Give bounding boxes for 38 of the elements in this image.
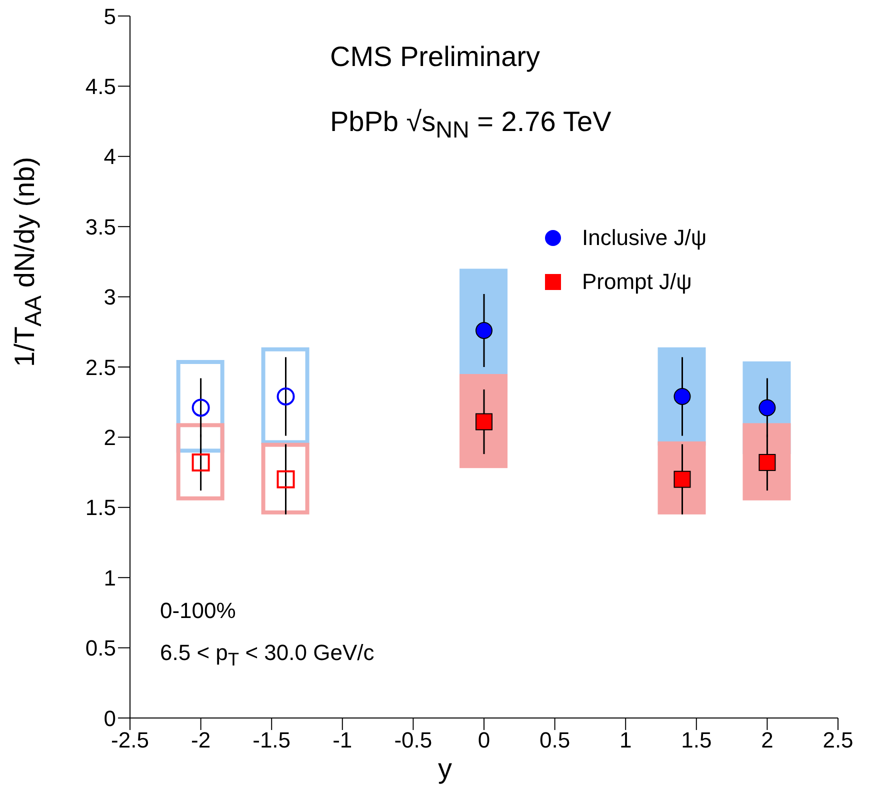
annotation: PbPb √s$_{NN}$ = 2.76 TeV: [330, 106, 612, 144]
point: [192, 398, 210, 417]
legend-label: Inclusive J/ψ: [582, 225, 707, 251]
y-tick-label: 2.5: [85, 354, 116, 380]
x-tick-label: 1.5: [681, 728, 712, 753]
annotation: 6.5 < p$_{T}$ < 30.0 GeV/c: [160, 640, 374, 670]
bar: [742, 423, 791, 500]
x-tick-label: -0.5: [394, 728, 432, 753]
point: [674, 388, 691, 405]
y-tick-label: 1.5: [85, 495, 116, 520]
point: [476, 322, 492, 339]
point: [192, 453, 210, 472]
x-tick-label: -1.5: [252, 728, 291, 753]
point: [758, 399, 776, 416]
y-tick-label: 2: [104, 425, 116, 450]
point: [674, 470, 691, 488]
x-tick-label: 2.5: [822, 728, 854, 753]
y-tick-label: 5: [104, 4, 116, 29]
annotation: CMS Preliminary: [330, 41, 540, 73]
y-tick-label: 3: [104, 284, 116, 310]
y-tick-label: 4: [104, 144, 116, 170]
y-tick-label: 4.5: [85, 74, 116, 100]
point: [276, 387, 295, 406]
bar: [460, 374, 508, 468]
x-axis-title: y: [438, 753, 452, 785]
x-tick-label: 2: [761, 728, 774, 753]
annotation: 0-100%: [160, 598, 236, 624]
y-tick-label: 3.5: [85, 214, 116, 240]
x-tick-label: 1: [619, 728, 632, 753]
x-tick-label: 0: [478, 728, 490, 753]
point: [758, 454, 776, 471]
point: [476, 413, 492, 430]
y-tick-label: 0.5: [85, 636, 116, 661]
legend-label: Prompt J/ψ: [582, 269, 692, 295]
x-tick-label: 0.5: [540, 728, 570, 753]
x-tick-label: -2: [191, 728, 211, 753]
y-tick-label: 1: [104, 565, 116, 590]
x-tick-label: -1: [332, 728, 352, 753]
